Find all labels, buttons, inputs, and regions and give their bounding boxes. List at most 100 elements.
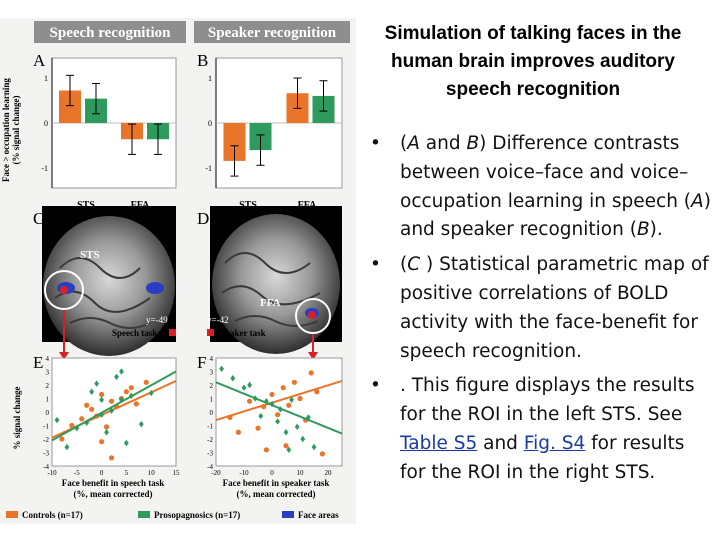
bullet-dot: • [370,375,381,397]
scatter-e-point-controls [89,406,95,412]
scatter-f-point-prosopagnosics [219,365,224,372]
scatter-f-point-prosopagnosics [311,443,317,451]
bar-b-bar-sts-0 [223,123,246,161]
scatter-f-point-prosopagnosics [247,381,252,389]
panel-letter-e: E [33,353,43,372]
scatter-f-point-controls [308,370,314,376]
scatter-f-point-controls [263,447,269,453]
legend-swatch-prosopagnosics [138,511,150,518]
scatter-e-point-controls [133,401,139,407]
scatter-e-ytick: -2 [43,436,49,444]
scatter-f-xtick: 20 [325,469,333,477]
brain-c-caption-marker [169,329,176,336]
scatter-f-point-controls [319,451,325,457]
brain-c-arrow-head [59,352,69,360]
scatter-e-point-controls [143,379,149,385]
legend-label-face-areas: Face areas [298,510,339,520]
legend-label-controls: Controls (n=17) [22,510,83,520]
brain-d-activation [308,311,316,319]
scatter-f-point-prosopagnosics [230,375,236,382]
scatter-e-point-prosopagnosics [94,380,100,387]
table-s5-link[interactable]: Table S5 [400,432,478,454]
scatter-f-ytick: -3 [207,450,213,458]
scatter-f-xlabel-1: Face benefit in speaker task [223,478,330,488]
scatter-f-point-prosopagnosics [300,435,306,443]
brain-c-caption: Speech task [112,328,157,338]
bullet-list: • (A and B) Difference contrasts between … [370,130,715,494]
bar-a-tick-m1: -1 [41,164,48,173]
paper-figure: Speech recognition Speaker recognition F… [0,18,356,524]
bullet-1-text-4: ) and speaker recognition ( [400,190,711,241]
scatter-e-point-controls [123,389,129,395]
legend-swatch-controls [6,511,18,518]
fig-s4-link[interactable]: Fig. S4 [523,432,586,454]
scatter-f-point-controls [314,389,320,395]
scatter-e-ytick: -1 [43,423,49,431]
bullet-3-text-1: . This figure displays the results for t… [400,375,695,426]
bar-b-tick-m1: -1 [205,164,212,173]
bar-b-tick-1: 1 [208,74,212,83]
scatter-f-xtick: -10 [239,469,249,477]
brain-c-roi-circle [44,270,84,310]
scatter-f-point-controls [235,429,241,435]
bar-a-cat-ffa: FFA [131,200,150,211]
scatter-f-point-controls [283,443,289,449]
scatter-e-point-controls [79,416,85,422]
scatter-e-point-controls [59,436,65,442]
bullet-1-text-1: ( [400,133,408,154]
scatter-e-xlabel-2: (%, mean corrected) [73,489,152,499]
scatter-e-ytick: -4 [43,463,49,471]
bar-a-bar-sts-0 [59,90,81,123]
scatter-e-xtick: 15 [173,469,181,477]
scatter-f-point-prosopagnosics [275,418,280,425]
bullet-2-italic-1: C [407,254,421,276]
scatter-f-ytick: 4 [210,355,214,363]
legend-label-prosopagnosics: Prosopagnosics (n=17) [154,510,240,520]
bar-b-cat-sts: STS [239,200,257,211]
bullet-2-text-1: ( [400,254,408,276]
panel-letter-c: C [33,209,44,228]
header-right: Speaker recognition [208,25,337,41]
brain-c-activation [60,286,68,294]
bar-a-cat-sts: STS [77,200,95,211]
panel-letter-b: B [197,51,208,70]
bullet-item-3: • . This figure displays the results for … [370,372,715,487]
bullet-3-text-3: for results for the ROI in the right STS… [400,432,685,483]
scatter-e-point-prosopagnosics [54,416,60,424]
bar-a-tick-1: 1 [44,74,48,83]
scatter-f-point-prosopagnosics [289,396,294,404]
scatter-e-point-prosopagnosics [114,373,119,381]
panel-letter-d: D [197,209,209,228]
scatter-f-point-prosopagnosics [283,429,289,436]
bar-b-cat-ffa: FFA [298,200,317,211]
scatter-e-point-controls [108,398,115,404]
scatter-e-point-prosopagnosics [148,389,154,397]
scatter-e-point-controls [128,385,134,391]
bullet-3-text-2: and [477,432,524,454]
scatter-f-xtick: -20 [211,469,221,477]
scatter-f-frame [215,357,343,467]
scatter-f-point-prosopagnosics [294,423,300,431]
scatter-e-fit-line-1 [51,370,177,442]
brain-d-coord: y=-42 [207,315,229,325]
scatter-f-point-controls [255,425,261,431]
scatter-f-ytick: 2 [210,382,214,390]
scatter-f-point-controls [297,395,303,402]
bullet-1-italic-3: A [691,190,704,212]
brain-d-shape [212,214,340,354]
scatter-e-point-prosopagnosics [64,443,70,451]
scatter-e-ytick: 0 [46,409,50,417]
brain-d-roi-circle [295,298,331,334]
brain-c-coord: y=-49 [146,315,168,325]
scatter-f-point-controls [291,379,297,385]
scatter-e-xtick: -10 [47,469,57,477]
bullet-1-italic-1: A [407,133,420,154]
scatter-e-point-prosopagnosics [104,429,109,436]
bar-a-tick-0: 0 [44,119,48,128]
bar-chart-b: 1 0 -1 STS FFA [205,57,343,211]
scatter-e-point-prosopagnosics [138,420,144,428]
scatter-e-point-controls [103,424,110,430]
scatter-e-point-controls [108,455,115,461]
